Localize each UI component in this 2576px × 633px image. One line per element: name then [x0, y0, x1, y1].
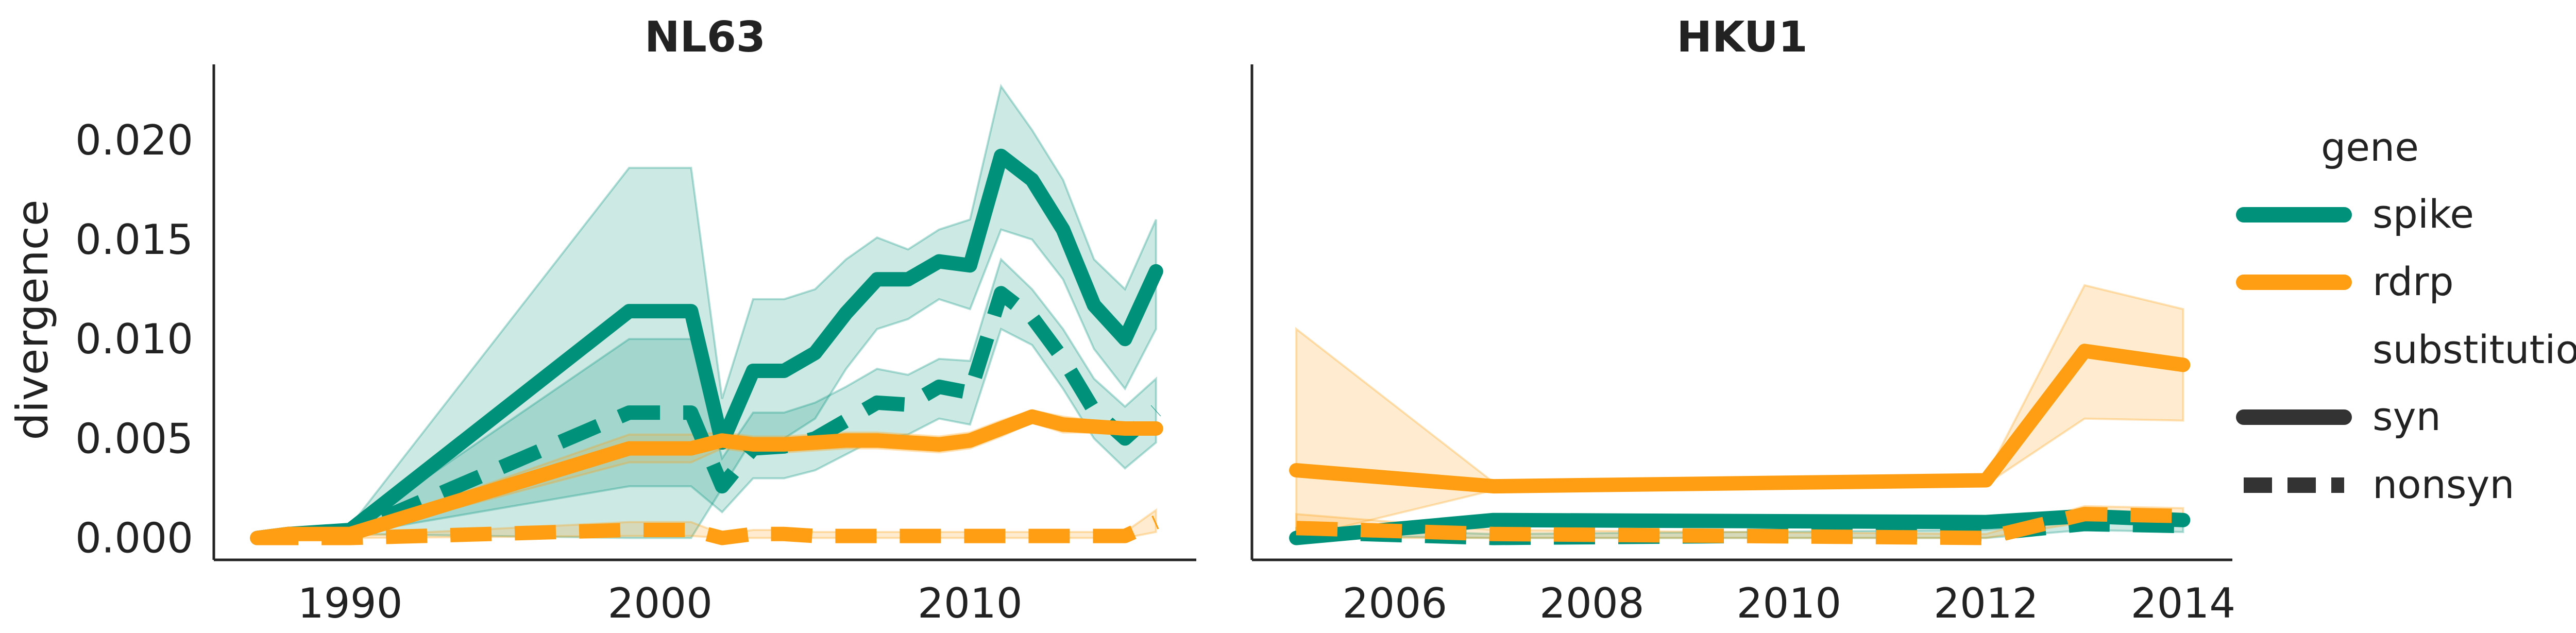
x-tick-label-hku1-2006: 2006	[1343, 579, 1448, 627]
series-line-hku1-rdrp-syn	[1289, 344, 2191, 494]
y-tick-label-0-010: 0.010	[75, 315, 193, 363]
series-line-nl63-spike-syn	[250, 148, 1163, 545]
legend-label-syn: syn	[2372, 394, 2441, 439]
series-line-nl63-rdrp-nonsyn	[257, 515, 1159, 545]
x-tick-label-hku1-2008: 2008	[1539, 579, 1645, 627]
x-tick-label-nl63-2000: 2000	[607, 579, 713, 627]
y-tick-label-0-015: 0.015	[75, 216, 193, 264]
panel-title-hku1: HKU1	[1676, 13, 1807, 62]
legend-title-substitution: substitution	[2372, 327, 2576, 372]
y-tick-label-0-000: 0.000	[75, 515, 193, 562]
legend-label-spike: spike	[2372, 191, 2474, 237]
x-tick-label-nl63-1990: 1990	[298, 579, 403, 627]
legend: gene spike rdrp substitution syn nonsyn	[2236, 124, 2576, 507]
x-tick-label-nl63-2010: 2010	[918, 579, 1023, 627]
series-line-nl63-spike-nonsyn	[256, 286, 1161, 545]
x-tick-label-hku1-2014: 2014	[2131, 579, 2236, 627]
panel-title-nl63: NL63	[645, 13, 766, 62]
x-tick-label-hku1-2010: 2010	[1737, 579, 1842, 627]
series-line-nl63-rdrp-syn	[250, 409, 1163, 545]
x-tick-label-hku1-2012: 2012	[1934, 579, 2039, 627]
y-tick-label-0-020: 0.020	[75, 116, 193, 164]
legend-label-nonsyn: nonsyn	[2372, 461, 2515, 507]
y-axis-label: divergence	[7, 199, 58, 440]
panel-nl63: NL63 1990 2000 2010 0.000 0.005 0.010 0.015 0.02…	[7, 13, 1196, 627]
y-tick-label-0-005: 0.005	[75, 415, 193, 463]
legend-title-gene: gene	[2321, 124, 2419, 170]
series-line-hku1-rdrp-nonsyn	[1296, 507, 2183, 545]
legend-label-rdrp: rdrp	[2372, 259, 2454, 304]
panel-hku1: HKU1 2006 2008 2010 2012 2014	[1250, 13, 2236, 627]
ci-band-hku1-rdrp-syn	[1295, 284, 2184, 540]
